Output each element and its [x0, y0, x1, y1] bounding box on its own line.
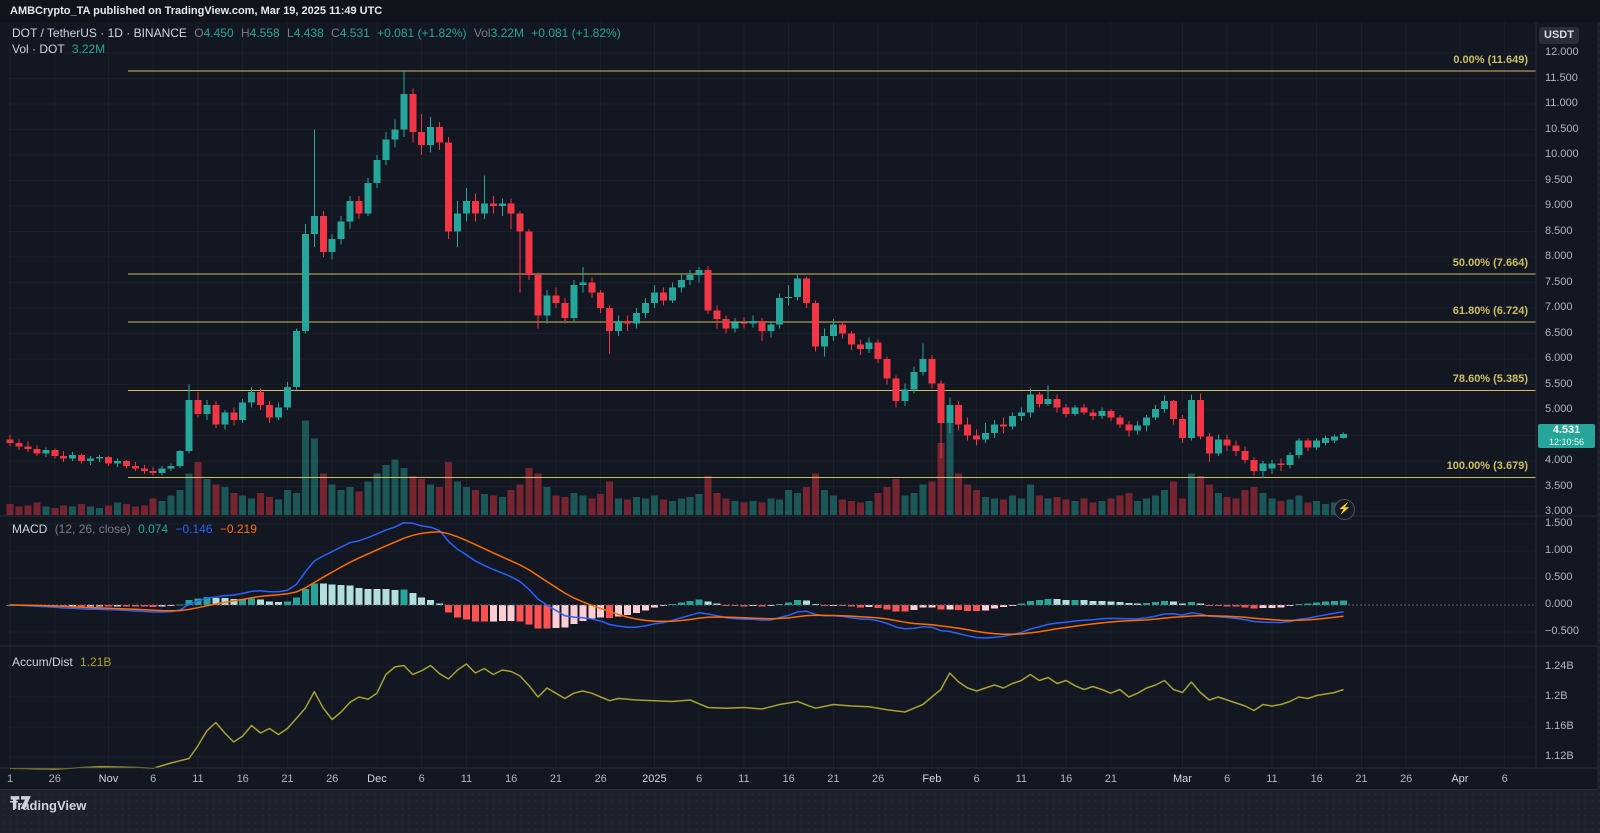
open-value: 4.450: [203, 26, 234, 40]
open-label: O: [194, 26, 204, 40]
close-label: C: [331, 26, 340, 40]
volume-value: 3.22M: [490, 26, 524, 40]
tradingview-wordmark: TradingView: [10, 797, 87, 813]
macd-signal-value: −0.219: [219, 522, 257, 536]
tradingview-footer-logo[interactable]: TradingView: [10, 795, 86, 815]
low-value: 4.438: [293, 26, 324, 40]
close-value: 4.531: [339, 26, 370, 40]
macd-legend-row[interactable]: MACD (12, 26, close) 0.074 −0.146 −0.219: [12, 522, 257, 536]
volume-label: Vol: [473, 26, 491, 40]
low-label: L: [287, 26, 294, 40]
current-price-value: 4.531: [1552, 424, 1581, 436]
change-value: +0.081 (+1.82%): [377, 26, 467, 40]
chart-canvas[interactable]: [0, 22, 1597, 790]
volume-change-value: +0.081 (+1.82%): [531, 26, 621, 40]
symbol-title[interactable]: DOT / TetherUS · 1D · BINANCE: [12, 26, 187, 40]
high-label: H: [241, 26, 250, 40]
quick-trade-lightning-icon[interactable]: ⚡: [1334, 499, 1355, 520]
bar-countdown: 12:10:56: [1548, 437, 1585, 447]
volume-legend-row[interactable]: Vol · DOT 3.22M: [12, 42, 105, 56]
macd-title: MACD: [12, 522, 48, 536]
symbol-legend-row[interactable]: DOT / TetherUS · 1D · BINANCE O4.450 H4.…: [12, 26, 621, 40]
current-price-badge: 4.531 12:10:56: [1538, 424, 1595, 448]
volume-study-title: Vol · DOT: [12, 42, 65, 56]
accum-dist-legend-row[interactable]: Accum/Dist 1.21B: [12, 655, 111, 669]
currency-toggle-button[interactable]: USDT: [1539, 27, 1579, 44]
macd-line-value: −0.146: [175, 522, 213, 536]
accum-dist-title: Accum/Dist: [12, 655, 73, 669]
chart-widget: 12.000 11.500 11.000 10.500 10.000 9.500 9.000…: [0, 22, 1597, 790]
tradingview-mark-icon: [10, 796, 31, 809]
high-value: 4.558: [249, 26, 280, 40]
accum-dist-value: 1.21B: [80, 655, 112, 669]
macd-params: (12, 26, close): [54, 522, 131, 536]
attribution-bar: AMBCrypto_TA published on TradingView.co…: [0, 0, 1600, 22]
volume-study-value: 3.22M: [71, 42, 106, 56]
macd-hist-value: 0.074: [138, 522, 169, 536]
